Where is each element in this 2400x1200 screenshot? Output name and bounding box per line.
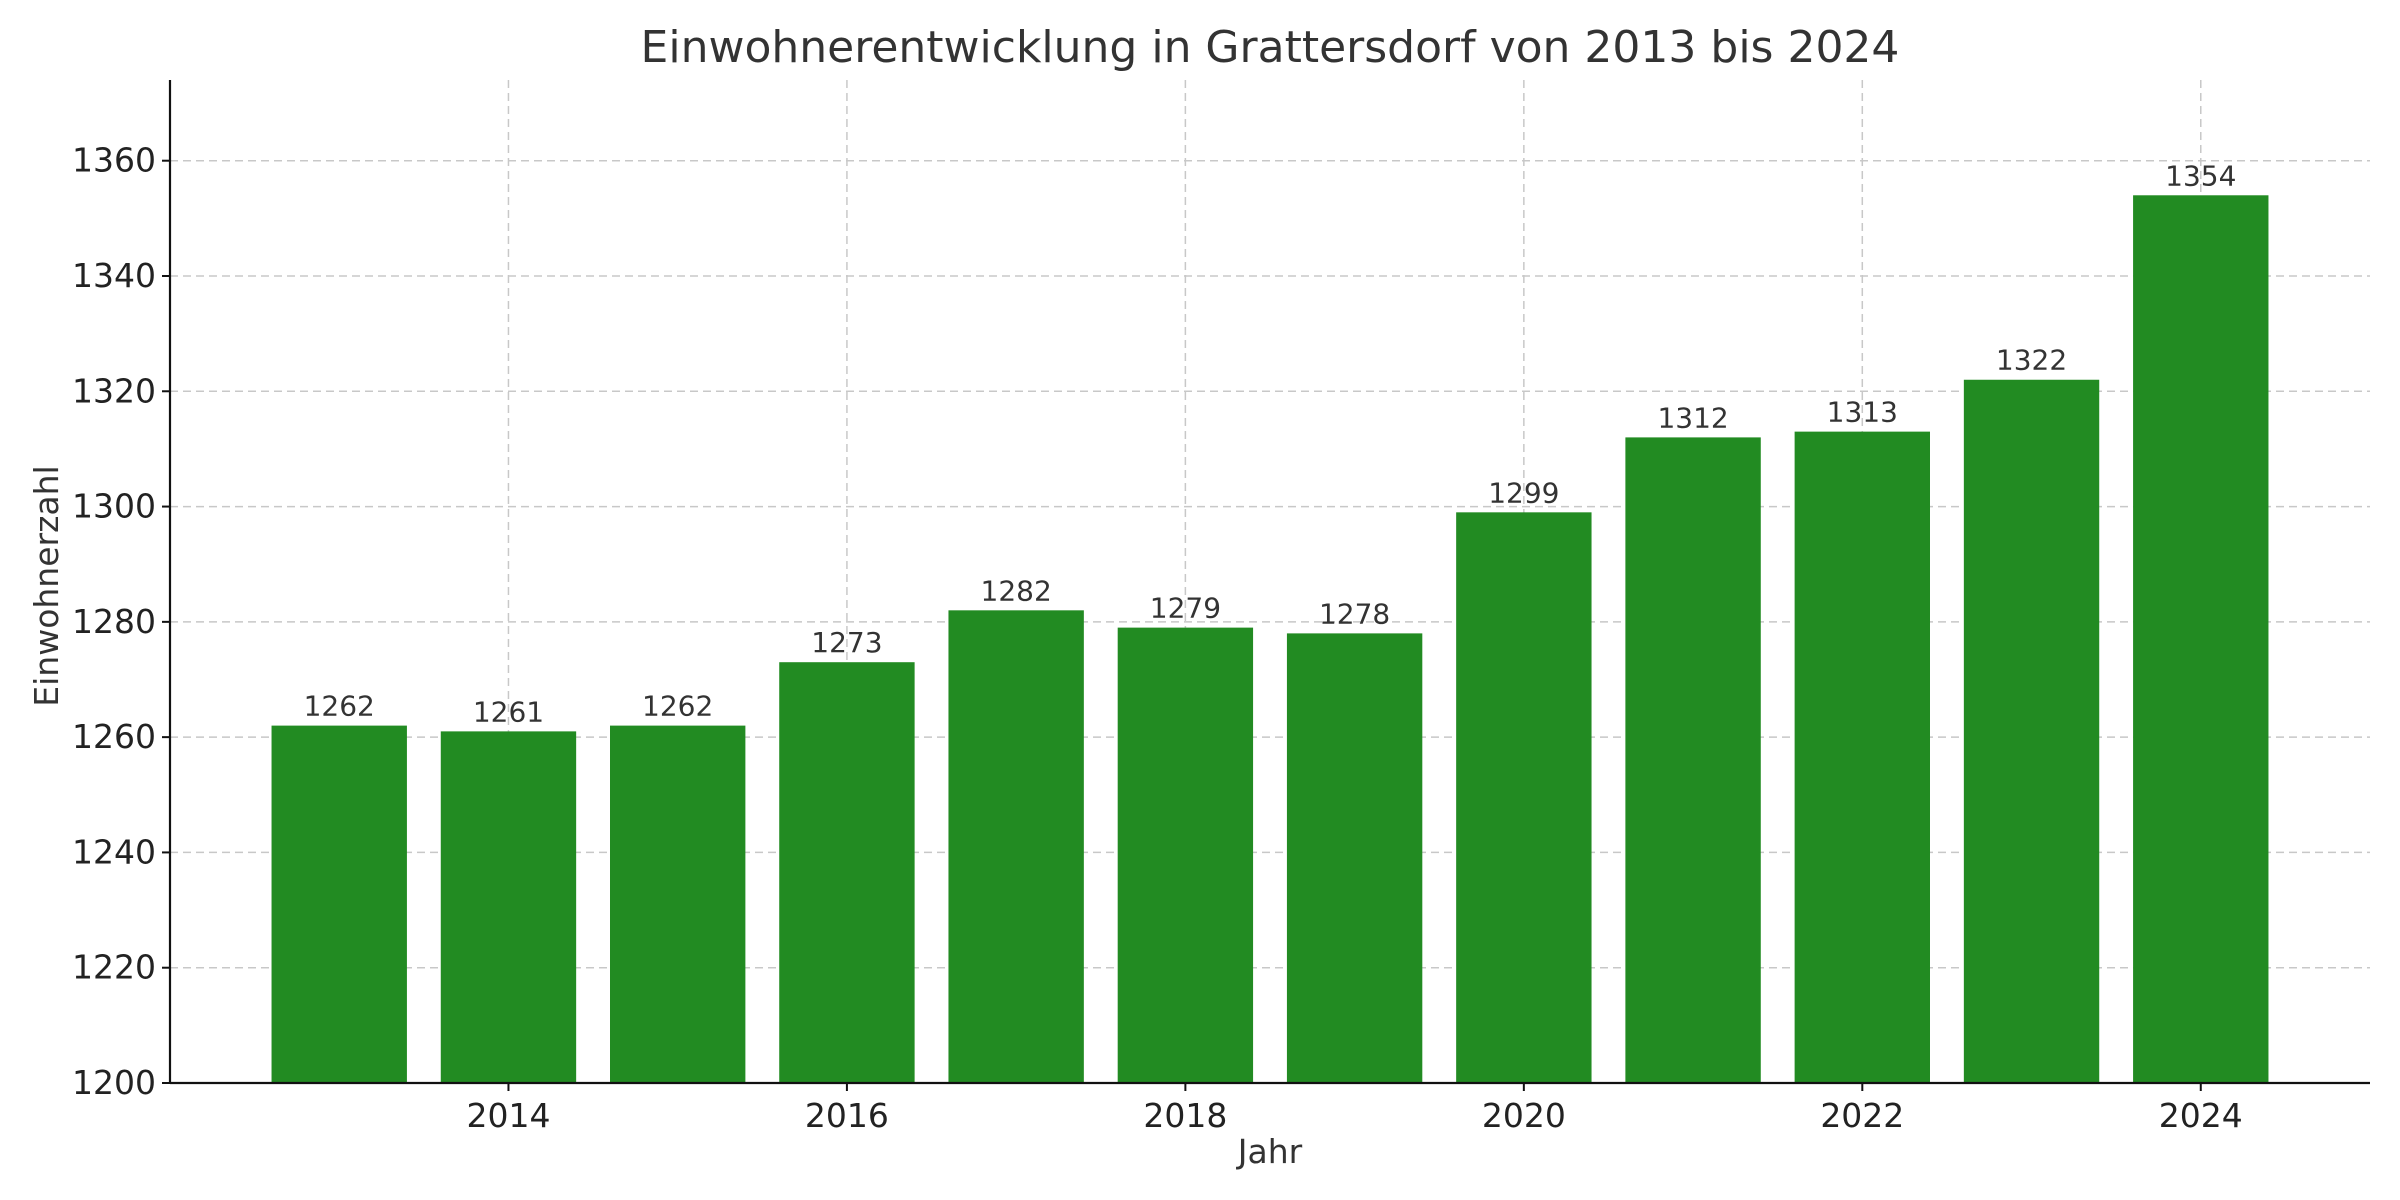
bar-2014 [440, 731, 577, 1083]
bar-2016 [779, 662, 915, 1083]
x-tick-label-2016: 2016 [805, 1096, 889, 1135]
data-label-2016: 1273 [811, 626, 882, 659]
data-label-2013: 1262 [304, 690, 375, 723]
bar-2023 [1963, 379, 2100, 1083]
bar-2024 [2133, 195, 2269, 1083]
x-tick-label-2024: 2024 [2159, 1096, 2243, 1135]
bar-2018 [1117, 627, 1254, 1083]
y-tick-label-1300: 1300 [72, 487, 156, 526]
x-tick-label-2014: 2014 [466, 1096, 550, 1135]
data-label-2022: 1313 [1827, 396, 1898, 429]
x-tick-label-2018: 2018 [1143, 1096, 1227, 1135]
data-label-2021: 1312 [1657, 401, 1728, 434]
data-label-2017: 1282 [981, 574, 1052, 607]
y-tick-label-1240: 1240 [72, 832, 156, 871]
data-label-2015: 1262 [642, 690, 713, 723]
chart-title: Einwohnerentwicklung in Grattersdorf von… [641, 22, 1900, 73]
x-tick-label-2022: 2022 [1820, 1096, 1904, 1135]
axes [168, 80, 2370, 1085]
x-axis-title: Jahr [1236, 1132, 1303, 1171]
y-tick-label-1220: 1220 [72, 948, 156, 987]
bar-2017 [948, 610, 1084, 1083]
data-label-2023: 1322 [1996, 344, 2067, 377]
y-tick-label-1280: 1280 [72, 602, 156, 641]
data-label-2018: 1279 [1150, 592, 1221, 625]
y-tick-label-1360: 1360 [72, 141, 156, 180]
bar-2019 [1286, 633, 1423, 1083]
bar-2015 [610, 725, 746, 1083]
bars [271, 195, 2269, 1083]
bar-2020 [1456, 512, 1592, 1083]
y-tick-label-1200: 1200 [72, 1063, 156, 1102]
y-axis-title: Einwohnerzahl [27, 465, 66, 706]
bar-2013 [271, 725, 407, 1083]
y-tick-label-1260: 1260 [72, 717, 156, 756]
bar-2021 [1625, 437, 1761, 1083]
bar-2022 [1794, 431, 1930, 1083]
data-labels: 1262 1261 1262 1273 1282 1279 1278 1299 1312 1313… [304, 159, 2237, 728]
data-label-2020: 1299 [1488, 476, 1559, 509]
data-label-2014: 1261 [473, 695, 544, 728]
y-tick-label-1320: 1320 [72, 371, 156, 410]
x-tick-label-2020: 2020 [1482, 1096, 1566, 1135]
y-tick-label-1340: 1340 [72, 256, 156, 295]
data-label-2024: 1354 [2165, 159, 2236, 192]
data-label-2019: 1278 [1319, 597, 1390, 630]
ticks: 1200 1220 1240 1260 1280 1300 1320 1340 1360 2014… [72, 141, 2243, 1135]
